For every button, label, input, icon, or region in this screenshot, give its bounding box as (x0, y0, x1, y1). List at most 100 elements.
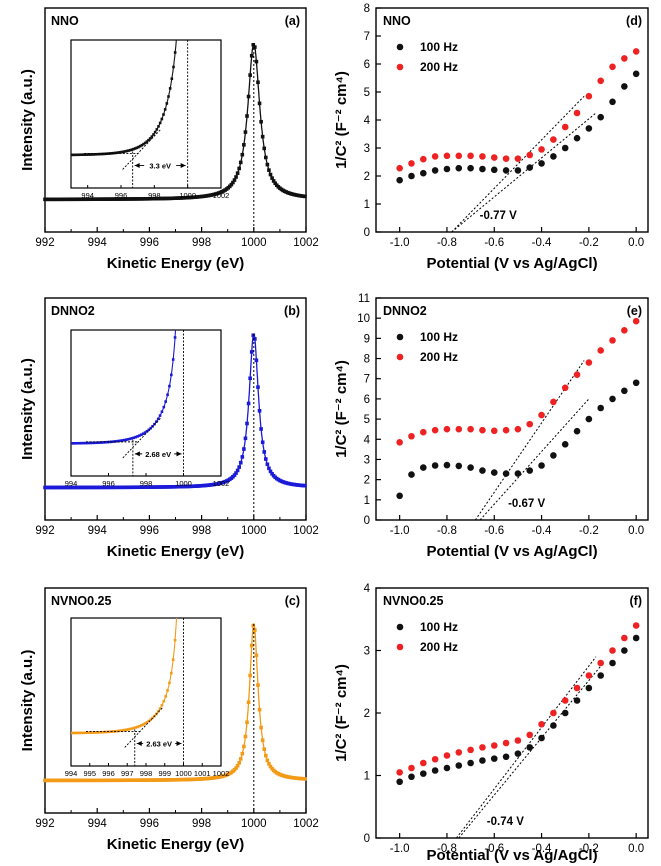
legend-label: 100 Hz (420, 330, 458, 344)
legend-marker (396, 333, 404, 341)
spectrum-marker (246, 94, 251, 99)
data-point (420, 428, 427, 436)
data-point (526, 151, 534, 159)
inset-x-tick-label: 1000 (175, 479, 192, 488)
data-point (431, 426, 439, 434)
inset-x-tick-label: 1002 (213, 769, 230, 778)
inset-tangent-line (124, 707, 164, 748)
inset-spectrum-marker (115, 439, 119, 443)
spectrum-marker (243, 130, 248, 134)
data-point (514, 737, 522, 744)
y-tick-label: 10 (357, 313, 370, 325)
y-tick-label: 1 (364, 495, 370, 507)
inset-spectrum-marker (89, 731, 92, 734)
inset-spectrum-marker (145, 140, 149, 143)
inset-spectrum-marker (104, 440, 107, 444)
spectrum-marker (246, 700, 251, 705)
y-tick-label: 2 (364, 171, 370, 183)
y-tick-label: 4 (364, 583, 371, 595)
inset-spectrum-marker (125, 728, 128, 732)
mott-schottky-panel-f: -1.0 -0.8 -0.6 -0.4 -0.2 0.0 0 1 2 3 4 Potential (V… (333, 583, 649, 864)
data-point (443, 425, 451, 433)
inset-spectrum-marker (108, 730, 111, 734)
inset-spectrum-marker (122, 150, 125, 154)
data-point (408, 764, 415, 772)
inset-spectrum-marker (117, 439, 121, 443)
gap-arrow-head-left (134, 451, 140, 457)
data-point (585, 125, 593, 132)
inset-spectrum-marker (164, 695, 167, 698)
spectrum-marker (268, 469, 273, 474)
spectrum-marker (245, 421, 249, 426)
data-point (585, 415, 593, 423)
data-point (420, 759, 427, 767)
data-point (514, 155, 522, 162)
data-point (621, 55, 628, 62)
data-point (408, 471, 415, 478)
spectrum-marker (260, 440, 265, 445)
data-point (632, 70, 640, 78)
inset-spectrum-marker (162, 405, 166, 409)
x-axis-label: Potential (V vs Ag/AgCl) (426, 847, 597, 864)
inset-spectrum-marker (155, 420, 158, 424)
data-point (573, 697, 581, 704)
spectrum-marker (245, 720, 249, 725)
inset-spectrum-marker (137, 145, 140, 149)
inset-spectrum-marker (104, 730, 107, 734)
x-tick-label: -0.2 (579, 843, 599, 855)
inset-spectrum-marker (102, 730, 106, 734)
inset-spectrum-marker (82, 153, 85, 156)
inset-x-tick-label: 997 (121, 769, 134, 778)
y-tick-label: 6 (364, 59, 370, 71)
inset-spectrum-marker (96, 441, 100, 444)
x-tick-label: -0.6 (484, 237, 504, 249)
data-point (573, 684, 581, 692)
spectrum-marker (229, 182, 234, 187)
inset-spectrum-marker (80, 441, 83, 445)
spectrum-marker (240, 751, 245, 756)
inset-spectrum-marker (100, 441, 104, 444)
inset-spectrum-marker (143, 431, 147, 434)
data-point (502, 155, 510, 162)
inset-spectrum-marker (211, 13, 214, 16)
data-point (538, 146, 545, 153)
inset-spectrum-marker (117, 151, 120, 154)
data-point (621, 634, 628, 642)
inset-spectrum-marker (85, 731, 89, 735)
x-tick-label: 0.0 (628, 525, 644, 537)
y-tick-label: 6 (364, 394, 370, 406)
data-point (420, 464, 427, 471)
inset-spectrum-marker (170, 77, 174, 80)
inset-spectrum-marker (95, 731, 98, 734)
inset-spectrum-marker (71, 731, 74, 735)
inset-spectrum-marker (72, 442, 76, 445)
inset-spectrum-marker (88, 153, 92, 156)
spectrum-marker (248, 73, 252, 77)
x-tick-label: 998 (192, 818, 211, 830)
inset-spectrum-marker (189, 242, 192, 245)
inset-spectrum-marker (128, 437, 132, 441)
data-point (396, 439, 403, 446)
sample-label: DNNO2 (383, 304, 427, 318)
y-axis-label: Intensity (a.u.) (19, 69, 36, 171)
flatband-potential-label: -0.67 V (508, 498, 545, 510)
spectrum-marker (232, 473, 237, 477)
gap-arrow-head-left (134, 162, 140, 168)
x-tick-label: 992 (35, 818, 54, 830)
spectrum-marker (243, 436, 248, 441)
inset-spectrum-marker (177, 9, 180, 12)
inset-spectrum-marker (167, 95, 170, 98)
x-tick-label: -0.8 (437, 843, 457, 855)
data-point (479, 165, 486, 173)
inset-spectrum-marker (128, 148, 132, 152)
data-point (573, 427, 581, 435)
data-point (467, 746, 474, 754)
data-point (585, 92, 593, 100)
inset-spectrum-marker (191, 568, 194, 571)
inset-spectrum-marker (85, 441, 89, 445)
inset-x-tick-label: 1000 (179, 191, 196, 200)
inset-spectrum-marker (168, 681, 171, 685)
inset-spectrum-marker (85, 153, 89, 156)
fit-line (458, 665, 602, 839)
spectrum-marker (256, 80, 260, 85)
